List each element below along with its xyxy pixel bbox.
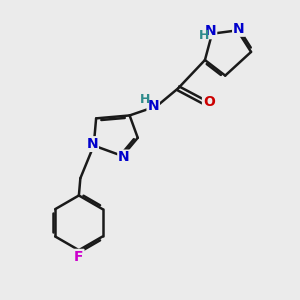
Text: N: N [205, 24, 216, 38]
Text: N: N [118, 151, 130, 164]
Text: N: N [147, 98, 159, 112]
Text: H: H [199, 29, 209, 42]
Text: O: O [203, 95, 215, 109]
Text: N: N [233, 22, 244, 36]
Text: N: N [86, 137, 98, 151]
Text: H: H [140, 93, 151, 106]
Text: F: F [74, 250, 84, 264]
